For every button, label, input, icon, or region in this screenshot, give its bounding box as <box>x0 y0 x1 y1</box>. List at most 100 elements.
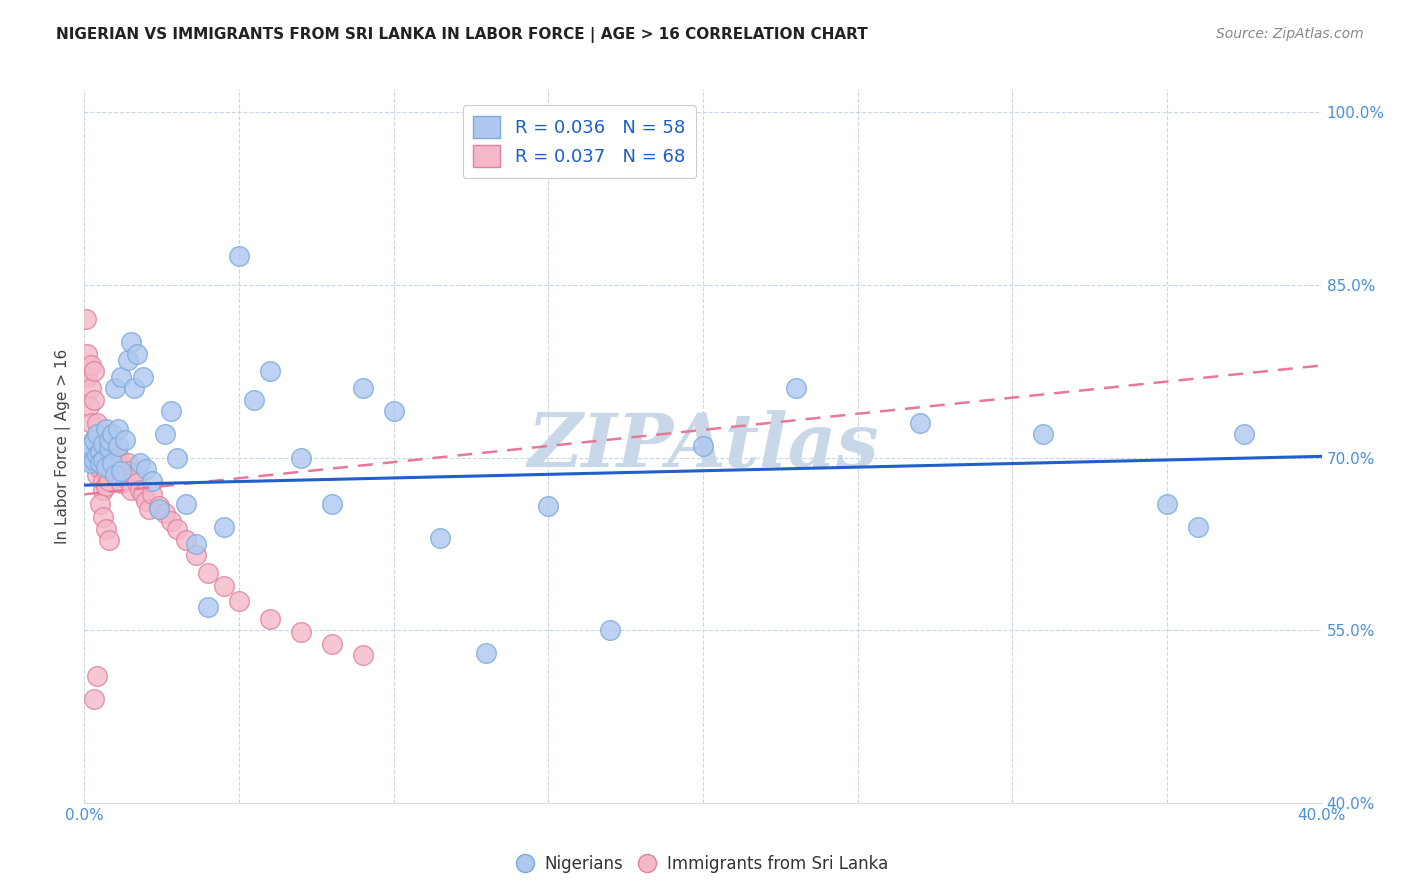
Point <box>89 439 111 453</box>
Point <box>148 502 170 516</box>
Point <box>176 533 198 548</box>
Point <box>83 456 105 470</box>
Point <box>132 487 155 501</box>
Point <box>352 648 374 663</box>
Point <box>138 502 160 516</box>
Point <box>160 404 183 418</box>
Point <box>1233 427 1256 442</box>
Point <box>176 497 198 511</box>
Point <box>692 439 714 453</box>
Point <box>321 497 343 511</box>
Point <box>212 579 235 593</box>
Point <box>89 497 111 511</box>
Legend: R = 0.036   N = 58, R = 0.037   N = 68: R = 0.036 N = 58, R = 0.037 N = 68 <box>463 105 696 178</box>
Point <box>79 439 101 453</box>
Point <box>89 462 111 476</box>
Point <box>91 452 114 467</box>
Text: NIGERIAN VS IMMIGRANTS FROM SRI LANKA IN LABOR FORCE | AGE > 16 CORRELATION CHAR: NIGERIAN VS IMMIGRANTS FROM SRI LANKA IN… <box>56 27 868 43</box>
Point <box>104 452 127 467</box>
Point <box>98 434 121 448</box>
Point <box>114 459 136 474</box>
Point <box>122 381 145 395</box>
Point <box>91 444 114 458</box>
Point <box>228 594 250 608</box>
Point <box>1156 497 1178 511</box>
Point <box>94 522 117 536</box>
Point <box>94 452 117 467</box>
Point <box>101 456 124 470</box>
Point <box>89 450 111 465</box>
Point <box>104 381 127 395</box>
Point <box>76 450 98 465</box>
Point <box>125 347 148 361</box>
Text: Source: ZipAtlas.com: Source: ZipAtlas.com <box>1216 27 1364 41</box>
Point <box>228 249 250 263</box>
Point <box>86 444 108 458</box>
Point <box>89 444 111 458</box>
Point <box>110 464 132 478</box>
Point <box>83 364 105 378</box>
Point <box>321 637 343 651</box>
Point <box>290 625 312 640</box>
Point <box>107 456 129 470</box>
Point <box>197 566 219 580</box>
Point <box>76 347 98 361</box>
Point <box>79 456 101 470</box>
Point <box>89 456 111 470</box>
Point <box>120 335 142 350</box>
Point <box>79 381 101 395</box>
Point <box>98 442 121 456</box>
Point <box>117 352 139 367</box>
Point <box>94 479 117 493</box>
Point <box>599 623 621 637</box>
Point <box>184 537 207 551</box>
Point <box>166 522 188 536</box>
Point <box>94 464 117 478</box>
Point <box>76 370 98 384</box>
Point <box>114 434 136 448</box>
Point <box>117 456 139 470</box>
Text: ZIPAtlas: ZIPAtlas <box>527 409 879 483</box>
Point <box>77 399 100 413</box>
Point <box>86 669 108 683</box>
Point <box>83 434 105 448</box>
Point <box>290 450 312 465</box>
Point <box>908 416 931 430</box>
Point <box>83 392 105 407</box>
Point <box>91 436 114 450</box>
Point <box>98 459 121 474</box>
Point <box>83 452 105 467</box>
Point <box>117 464 139 478</box>
Point <box>537 499 560 513</box>
Point <box>91 456 114 470</box>
Point <box>107 448 129 462</box>
Point <box>197 600 219 615</box>
Point <box>91 510 114 524</box>
Point <box>114 471 136 485</box>
Point <box>91 474 114 488</box>
Point <box>86 448 108 462</box>
Point <box>135 462 157 476</box>
Point <box>91 483 114 497</box>
Point <box>110 370 132 384</box>
Point <box>148 499 170 513</box>
Point <box>243 392 266 407</box>
Point <box>79 416 101 430</box>
Point <box>101 464 124 478</box>
Point <box>94 459 117 474</box>
Point <box>86 467 108 482</box>
Point <box>104 464 127 478</box>
Legend: Nigerians, Immigrants from Sri Lanka: Nigerians, Immigrants from Sri Lanka <box>512 848 894 880</box>
Point <box>83 434 105 448</box>
Point <box>429 531 451 545</box>
Point <box>101 427 124 442</box>
Point <box>110 464 132 478</box>
Point <box>166 450 188 465</box>
Point <box>120 474 142 488</box>
Point <box>1032 427 1054 442</box>
Point <box>110 475 132 490</box>
Point <box>1187 519 1209 533</box>
Point <box>259 364 281 378</box>
Point <box>141 474 163 488</box>
Point <box>94 422 117 436</box>
